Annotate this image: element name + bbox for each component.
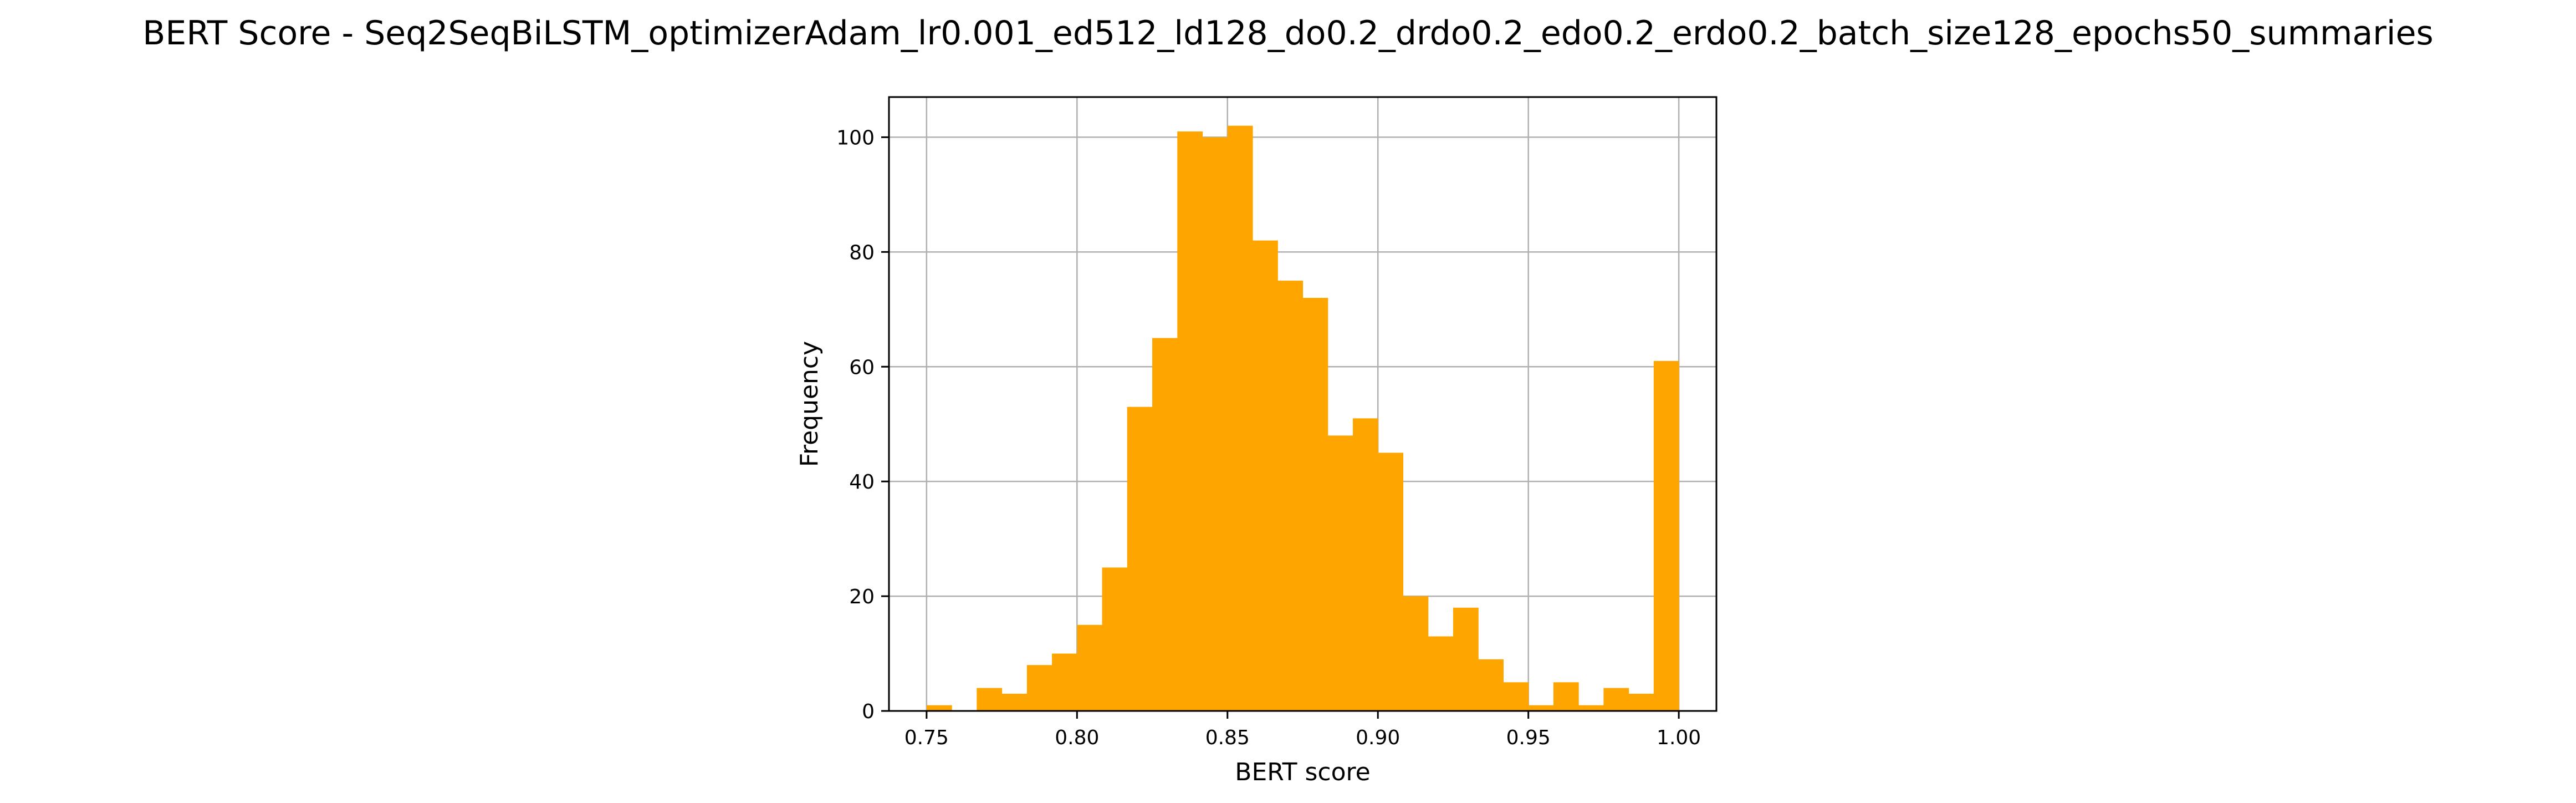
histogram-bar	[1453, 607, 1479, 711]
histogram-bars	[926, 125, 1679, 711]
histogram-bar	[1352, 418, 1378, 711]
y-tick-label: 100	[836, 126, 875, 149]
axis-ticks: 0.75 0.80 0.85 0.90 0.95 1.00 0 20 40 60 80 100	[836, 126, 1701, 749]
histogram-bar	[1227, 125, 1253, 711]
y-tick-label: 20	[849, 586, 875, 608]
histogram-bar	[1403, 596, 1429, 711]
y-tick-label: 60	[849, 356, 875, 379]
histogram-bar	[1177, 131, 1203, 711]
histogram-bar	[1578, 705, 1604, 711]
histogram-bar	[926, 705, 952, 711]
y-tick-label: 0	[862, 700, 875, 723]
y-tick-label: 80	[849, 241, 875, 264]
chart-title: BERT Score - Seq2SeqBiLSTM_optimizerAdam…	[142, 14, 2434, 53]
histogram-bar	[1252, 240, 1278, 711]
y-tick-label: 40	[849, 471, 875, 494]
x-tick-label: 0.90	[1356, 726, 1400, 749]
histogram-bar	[1152, 338, 1178, 711]
plot-frame	[888, 96, 1718, 712]
histogram-bar	[1553, 682, 1579, 711]
histogram-bar	[1603, 688, 1629, 711]
histogram-bar	[1503, 682, 1529, 711]
histogram-bar	[1026, 665, 1052, 711]
x-tick-label: 0.85	[1205, 726, 1250, 749]
histogram-bar	[1102, 567, 1128, 711]
histogram-bar	[1052, 653, 1077, 711]
histogram-bar	[1001, 693, 1028, 711]
histogram-bar	[1478, 659, 1504, 711]
histogram-bar	[977, 688, 1003, 711]
histogram-bar	[1202, 137, 1228, 711]
histogram-bar	[1378, 453, 1404, 711]
histogram-bar	[1653, 360, 1679, 711]
x-tick-label: 0.75	[904, 726, 949, 749]
histogram-bar	[1277, 281, 1304, 711]
y-axis-label: Frequency	[795, 341, 824, 467]
histogram-bar	[1428, 636, 1454, 711]
histogram-bar	[1628, 693, 1654, 711]
x-tick-label: 0.80	[1055, 726, 1099, 749]
histogram-bar	[1077, 624, 1103, 711]
x-tick-label: 1.00	[1657, 726, 1701, 749]
histogram-bar	[1528, 705, 1554, 711]
histogram-bar	[1127, 406, 1153, 711]
x-axis-label: BERT score	[1235, 758, 1370, 786]
histogram-bar	[1302, 298, 1328, 711]
histogram-bar	[1327, 435, 1353, 711]
x-tick-label: 0.95	[1506, 726, 1551, 749]
